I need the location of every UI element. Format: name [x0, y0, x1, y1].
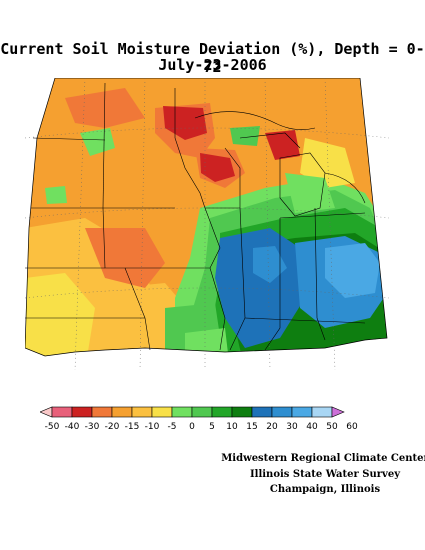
- legend-swatch: [271, 406, 293, 418]
- legend-tick-label: 0: [189, 422, 195, 432]
- legend-swatch: [251, 406, 273, 418]
- legend-swatch: [151, 406, 173, 418]
- legend-swatch: [211, 406, 233, 418]
- legend-swatch: [111, 406, 133, 418]
- credit-line-1: Midwestern Regional Climate Center: [221, 453, 425, 464]
- legend-tick-label: -40: [65, 422, 80, 432]
- legend-swatch: [171, 406, 193, 418]
- legend-swatch: [91, 406, 113, 418]
- legend-swatch: [231, 406, 253, 418]
- soil-moisture-map: [25, 78, 389, 370]
- legend-tick-label: -30: [85, 422, 100, 432]
- legend-tick-label: 40: [306, 422, 318, 432]
- graticule: [25, 78, 389, 370]
- legend-tick-label: 60: [346, 422, 358, 432]
- map-title: Current Soil Moisture Deviation (%), Dep…: [0, 40, 425, 76]
- legend-swatch: [191, 406, 213, 418]
- legend-tick-label: 15: [246, 422, 257, 432]
- legend-swatch: [71, 406, 93, 418]
- legend-tick-label: 50: [326, 422, 338, 432]
- legend-tick-label: -15: [125, 422, 140, 432]
- moisture-field: [25, 78, 387, 356]
- legend-tick-label: 30: [286, 422, 298, 432]
- legend-tick-label: -20: [105, 422, 120, 432]
- legend-tick-label: -50: [45, 422, 60, 432]
- legend-tick-label: -10: [145, 422, 160, 432]
- color-legend: -50 -40 -30 -20 -15 -10 -5 0 5 10 15 20 30 40 50 60: [40, 406, 358, 432]
- legend-tick-label: -5: [168, 422, 177, 432]
- state-boundaries: [25, 82, 366, 351]
- credit-line-3: Champaign, Illinois: [269, 484, 381, 495]
- legend-arrow-left: [40, 406, 53, 418]
- map-land-outline: [25, 78, 388, 357]
- legend-arrow-right: [331, 406, 345, 418]
- legend-tick-label: 10: [226, 422, 238, 432]
- legend-swatch: [51, 406, 73, 418]
- legend-swatch: [131, 406, 153, 418]
- credit-line-2: Illinois State Water Survey: [249, 469, 401, 480]
- legend-swatch: [291, 406, 313, 418]
- legend-tick-label: 5: [209, 422, 215, 432]
- legend-swatch: [311, 406, 333, 418]
- legend-tick-label: 20: [266, 422, 278, 432]
- map-date: July-23-2006: [158, 56, 267, 74]
